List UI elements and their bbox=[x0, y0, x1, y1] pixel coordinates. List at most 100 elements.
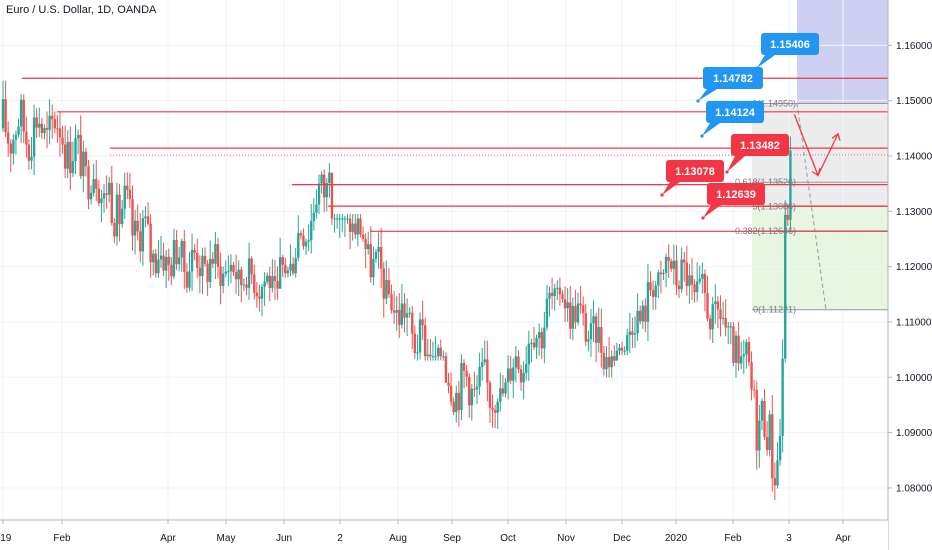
candle-body bbox=[493, 409, 497, 413]
candle-body bbox=[149, 223, 152, 263]
candle-body bbox=[263, 281, 266, 287]
candle-body bbox=[695, 281, 699, 293]
candle-body bbox=[553, 288, 556, 296]
callout-box[interactable] bbox=[703, 67, 763, 89]
candle-body bbox=[377, 247, 380, 252]
candle-body bbox=[576, 303, 580, 323]
candle-body bbox=[167, 256, 170, 265]
candle-body bbox=[273, 276, 277, 281]
callout-pointer bbox=[757, 55, 775, 68]
candle-body bbox=[38, 123, 41, 128]
candle-body bbox=[543, 327, 546, 349]
price-axis-panel bbox=[888, 0, 932, 550]
candle-body bbox=[491, 407, 494, 410]
time-tick-label: Feb bbox=[724, 533, 742, 544]
candle-body bbox=[107, 182, 111, 195]
candle-body bbox=[369, 244, 373, 278]
candle-body bbox=[698, 278, 701, 282]
candle-body bbox=[214, 244, 217, 264]
candle-body bbox=[310, 221, 313, 241]
callout-label: 1.14124 bbox=[715, 107, 756, 119]
candle-body bbox=[654, 285, 657, 297]
candle-body bbox=[548, 292, 551, 299]
price-tick-label: 1.15000 bbox=[896, 96, 932, 107]
candle-body bbox=[330, 172, 334, 219]
time-tick-label: May bbox=[217, 533, 236, 544]
candle-body bbox=[442, 356, 445, 358]
candle-body bbox=[638, 310, 642, 322]
callout-label: 1.12639 bbox=[716, 189, 756, 201]
candle-body bbox=[589, 323, 593, 340]
candle-body bbox=[284, 264, 287, 274]
candle-body bbox=[258, 296, 261, 299]
projection-arrows[interactable] bbox=[793, 114, 841, 177]
candle-body bbox=[610, 356, 613, 368]
candle-body bbox=[25, 131, 28, 145]
candle-body bbox=[76, 134, 80, 139]
candle-body bbox=[483, 359, 486, 363]
candle-body bbox=[607, 357, 611, 368]
candle-body bbox=[449, 385, 453, 402]
candle-body bbox=[509, 368, 512, 381]
candle-body bbox=[367, 244, 370, 250]
candle-body bbox=[312, 212, 316, 222]
candle-body bbox=[457, 392, 461, 411]
callout-label: 1.13482 bbox=[740, 140, 780, 152]
fib-level-label: 0(1.11221) bbox=[753, 305, 796, 315]
candle-body bbox=[514, 356, 518, 368]
time-tick-label: Apr bbox=[835, 533, 851, 544]
candle-body bbox=[346, 218, 349, 220]
candle-body bbox=[468, 376, 471, 406]
candle-body bbox=[550, 292, 554, 296]
candle-body bbox=[211, 258, 215, 264]
candle-body bbox=[556, 287, 559, 289]
callout-box[interactable] bbox=[731, 134, 789, 156]
callout-pointer bbox=[662, 182, 680, 195]
candle-body bbox=[317, 183, 321, 205]
candle-body bbox=[571, 306, 575, 329]
candle-body bbox=[385, 279, 388, 299]
candle-body bbox=[444, 356, 448, 383]
candle-body bbox=[102, 193, 106, 199]
candle-body bbox=[250, 258, 253, 275]
candle-body bbox=[84, 151, 88, 167]
candle-body bbox=[139, 231, 142, 252]
candle-body bbox=[434, 356, 437, 358]
candle-body bbox=[750, 362, 753, 390]
candle-body bbox=[752, 389, 756, 391]
candle-body bbox=[499, 388, 502, 402]
candle-body bbox=[711, 304, 714, 330]
callout-box[interactable] bbox=[666, 160, 724, 182]
callout-label: 1.15406 bbox=[770, 39, 810, 51]
time-tick-label: Nov bbox=[557, 533, 575, 544]
callout-box[interactable] bbox=[761, 33, 819, 55]
candle-body bbox=[372, 258, 375, 278]
candle-body bbox=[45, 128, 49, 130]
fib-level-label: 1(1.14950) bbox=[752, 98, 796, 108]
candle-body bbox=[66, 141, 69, 169]
candle-body bbox=[747, 341, 751, 363]
candle-body bbox=[115, 194, 119, 237]
callout-anchor bbox=[701, 216, 705, 220]
callout-pointer bbox=[698, 89, 717, 101]
price-callouts[interactable]: 1.15406 1.14782 1.14124 1.13482 1.130781.126… bbox=[660, 33, 819, 220]
candle-body bbox=[597, 327, 600, 343]
callout-anchor bbox=[700, 134, 704, 138]
candle-body bbox=[374, 251, 378, 259]
candle-body bbox=[162, 255, 165, 271]
candle-body bbox=[758, 420, 761, 451]
candle-body bbox=[183, 240, 186, 272]
candle-body bbox=[281, 257, 284, 265]
candle-body bbox=[390, 294, 393, 311]
time-tick-label: Jun bbox=[276, 533, 292, 544]
candle-body bbox=[574, 306, 577, 323]
candle-body bbox=[123, 185, 126, 209]
candle-body bbox=[260, 286, 264, 299]
candle-body bbox=[198, 267, 202, 277]
candle-body bbox=[234, 272, 238, 280]
callout-box[interactable] bbox=[706, 101, 764, 123]
candle-body bbox=[4, 99, 7, 133]
callout-box[interactable] bbox=[707, 183, 765, 205]
candle-body bbox=[43, 128, 46, 134]
